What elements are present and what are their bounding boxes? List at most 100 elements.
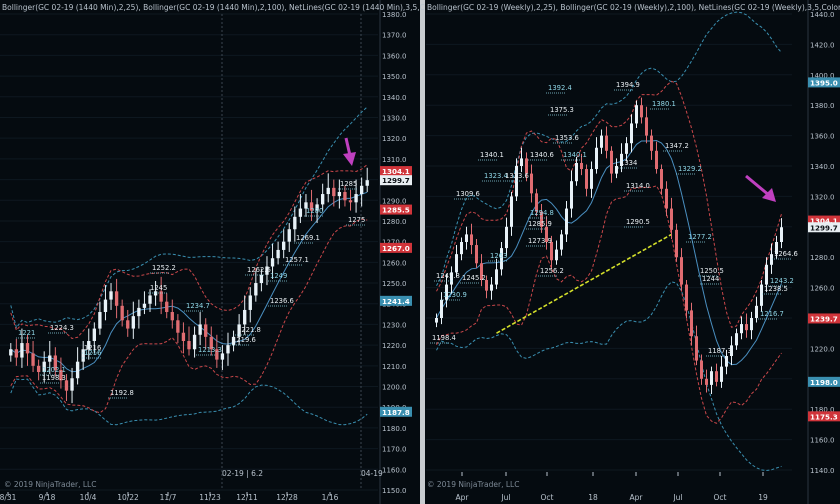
candle-body <box>153 291 158 296</box>
candle-body <box>343 191 347 201</box>
candle-body <box>445 284 448 300</box>
y-tick-label: 1260.0 <box>382 259 407 267</box>
candle-body <box>270 258 275 267</box>
net-label: 1262.6 <box>247 266 271 274</box>
candle-body <box>520 158 523 166</box>
candle-body <box>293 216 297 230</box>
x-tick-label: Apr <box>456 493 470 502</box>
net-label: 1273.9 <box>528 237 552 245</box>
pointer-arrow-icon <box>343 137 356 166</box>
candle-body <box>326 187 330 195</box>
candle-body <box>170 312 174 321</box>
daily-session-label: 02-19 | 6.2 <box>222 469 263 478</box>
candle-body <box>98 312 102 329</box>
candle-body <box>435 318 438 323</box>
candle-body <box>64 380 69 391</box>
net-label: 1392.4 <box>548 84 572 92</box>
candle-body <box>187 340 191 350</box>
net-label: 1256.2 <box>540 267 564 275</box>
candle-body <box>715 371 718 382</box>
candle-body <box>204 324 208 337</box>
x-tick-label: 1/16 <box>322 493 339 502</box>
daily-indicator-title: Bollinger(GC 02-19 (1440 Min),2,25), Bol… <box>2 3 444 12</box>
candle-body <box>20 343 24 358</box>
candle-body <box>25 343 30 354</box>
x-tick-label: 19 <box>758 493 768 502</box>
y-tick-label: 1200.0 <box>382 384 407 392</box>
candle-body <box>243 309 247 325</box>
price-tag <box>808 215 840 226</box>
weekly-watermark: © 2019 NinjaTrader, LLC <box>427 480 519 489</box>
candle-body <box>354 194 358 203</box>
net-label: 1234.7 <box>186 302 210 310</box>
candle-body <box>259 274 264 284</box>
weekly-chart-panel[interactable]: 1392.4 1375.3 1353.6 1340.1 1340.6 1340.1 1323… <box>425 0 840 504</box>
candle-body <box>470 234 473 246</box>
price-tag-label: 1299.7 <box>382 176 410 185</box>
price-tag <box>808 376 840 387</box>
candle-body <box>59 369 63 381</box>
price-tag <box>380 175 412 186</box>
daily-bollinger-bands <box>10 106 368 426</box>
candle-body <box>765 264 768 285</box>
y-tick-label: 1220.0 <box>382 342 407 350</box>
net-label: 1275 <box>348 216 365 224</box>
candle-body <box>332 187 336 197</box>
weekly-plot-area[interactable] <box>425 0 808 504</box>
net-label: 1280 <box>306 207 323 215</box>
candle-body <box>315 204 319 211</box>
net-label: 1238.5 <box>764 285 788 293</box>
net-label: 1263 <box>490 252 507 260</box>
price-tag <box>808 313 840 324</box>
candle-body <box>490 284 493 291</box>
x-tick-label: Apr <box>630 493 644 502</box>
candle-body <box>625 143 628 154</box>
middle-band <box>10 191 368 373</box>
y-tick-label: 1230.0 <box>382 321 407 329</box>
candle-body <box>298 208 303 217</box>
y-tick-label: 1400.0 <box>810 72 835 80</box>
y-tick-label: 1320.0 <box>382 135 407 143</box>
candle-body <box>525 158 528 174</box>
net-label: 1290.5 <box>626 218 650 226</box>
y-tick-label: 1440.0 <box>810 11 835 19</box>
trendline <box>496 233 672 334</box>
candle-body <box>148 295 152 304</box>
candle-body <box>605 135 608 151</box>
net-label: 1202.1 <box>42 366 66 374</box>
pointer-arrow-icon <box>745 174 776 202</box>
candle-body <box>460 242 463 255</box>
price-tag-label: 1304.1 <box>382 167 410 176</box>
net-label: 1221 <box>18 329 35 337</box>
net-label: 1323.6 <box>505 172 529 180</box>
price-tag-label: 1198.0 <box>810 378 838 387</box>
candle-body <box>265 266 269 275</box>
candle-body <box>70 378 74 391</box>
y-tick-label: 1360.0 <box>810 133 835 141</box>
net-label: 1285.9 <box>528 220 552 228</box>
net-label: 1243.2 <box>770 277 794 285</box>
x-tick-label: Oct <box>714 493 727 502</box>
candle-body <box>685 284 688 311</box>
net-label: 1244 <box>702 275 719 283</box>
x-tick-label: 10/22 <box>117 493 139 502</box>
net-label: 1245.8 <box>436 272 460 280</box>
net-label: 1285 <box>340 180 357 188</box>
candle-body <box>725 356 728 367</box>
candle-body <box>109 291 113 300</box>
candle-body <box>120 305 124 321</box>
net-label: 1252.2 <box>152 264 176 272</box>
x-tick-label: 11/23 <box>199 493 221 502</box>
candle-body <box>304 202 308 209</box>
x-tick-label: Jul <box>500 493 510 502</box>
net-label: 1245.2 <box>462 274 486 282</box>
y-tick-label: 1380.0 <box>810 102 835 110</box>
x-tick-label: 11/7 <box>160 493 177 502</box>
candle-body <box>585 169 588 189</box>
daily-candles <box>9 167 369 404</box>
y-tick-label: 1280.0 <box>810 254 835 262</box>
candle-body <box>590 169 593 189</box>
daily-plot-area[interactable] <box>0 0 380 504</box>
